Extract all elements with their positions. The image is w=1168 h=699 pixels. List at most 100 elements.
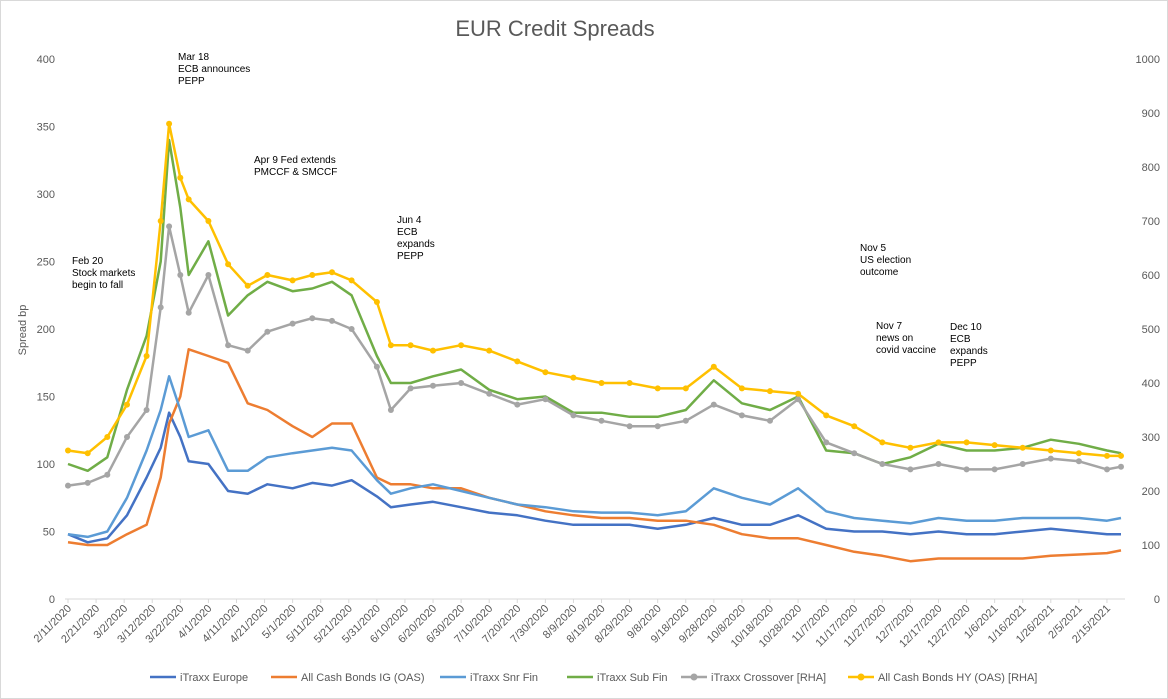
series-lines: [65, 120, 1124, 563]
y-tick-label: 200: [37, 324, 55, 336]
legend-label-3: iTraxx Sub Fin: [597, 672, 668, 684]
data-point-4: [570, 412, 577, 419]
y2-tick-label: 500: [1142, 324, 1160, 336]
data-point-5: [682, 385, 689, 392]
data-point-4: [373, 363, 380, 370]
y2-tick-label: 0: [1154, 594, 1160, 606]
data-point-4: [65, 482, 71, 489]
legend-label-4: iTraxx Crossover [RHA]: [711, 672, 826, 684]
y2-tick-label: 700: [1142, 216, 1160, 228]
data-point-5: [767, 388, 773, 395]
data-point-4: [329, 317, 335, 324]
data-point-5: [935, 439, 942, 446]
data-point-5: [157, 218, 164, 224]
data-point-5: [626, 380, 633, 386]
data-point-5: [1019, 444, 1026, 451]
data-point-5: [225, 261, 232, 268]
legend-marker-4: [690, 673, 698, 681]
data-point-5: [991, 442, 998, 449]
data-point-5: [84, 450, 91, 457]
data-point-4: [143, 407, 150, 413]
data-point-5: [348, 277, 355, 284]
data-point-5: [570, 374, 577, 381]
data-point-5: [514, 358, 521, 365]
series-line-2: [67, 375, 1122, 539]
y2-tick-label: 1000: [1136, 54, 1160, 66]
data-point-4: [879, 461, 886, 467]
y-tick-label: 400: [37, 54, 55, 66]
data-point-4: [767, 417, 773, 424]
data-point-4: [935, 461, 942, 467]
data-point-4: [991, 466, 998, 473]
data-point-4: [407, 385, 414, 392]
y2-tick-label: 400: [1142, 378, 1160, 390]
legend: iTraxx Europe All Cash Bonds IG (OAS) iTra…: [150, 672, 1037, 684]
annotations: Feb 20 Stock markets begin to fall Mar 18 EC…: [72, 52, 988, 369]
data-point-5: [244, 282, 251, 289]
series-line-4: [67, 225, 1122, 487]
data-point-4: [157, 304, 164, 311]
y-tick-label: 0: [49, 594, 55, 606]
data-point-4: [738, 412, 745, 419]
data-point-5: [430, 347, 436, 354]
data-point-4: [963, 466, 970, 473]
y-tick-label: 350: [37, 122, 55, 134]
data-point-4: [244, 347, 251, 354]
data-point-4: [710, 401, 717, 408]
data-point-4: [104, 471, 111, 478]
annotation-3: Jun 4 ECB expands PEPP: [397, 215, 435, 262]
data-point-4: [177, 272, 184, 278]
data-point-5: [329, 269, 335, 276]
data-point-4: [1075, 458, 1082, 465]
data-point-5: [407, 342, 414, 349]
annotation-2: Apr 9 Fed extends PMCCF & SMCCF: [254, 155, 337, 178]
data-point-5: [458, 342, 465, 349]
data-point-4: [1104, 466, 1110, 473]
data-point-5: [1104, 452, 1110, 459]
data-point-5: [185, 196, 192, 203]
data-point-5: [104, 434, 111, 440]
data-point-4: [1019, 461, 1026, 467]
data-point-4: [264, 328, 271, 335]
data-point-4: [430, 382, 436, 389]
y-tick-label: 300: [37, 189, 55, 201]
y-tick-label: 50: [43, 527, 55, 539]
data-point-5: [387, 342, 394, 349]
y2-tick-label: 200: [1142, 486, 1160, 498]
data-point-4: [795, 396, 802, 403]
legend-label-5: All Cash Bonds HY (OAS) [RHA]: [878, 672, 1037, 684]
data-point-4: [348, 326, 355, 332]
y2-tick-label: 300: [1142, 432, 1160, 444]
data-point-5: [851, 423, 858, 430]
data-point-4: [598, 417, 605, 424]
data-point-4: [907, 466, 914, 473]
data-point-5: [879, 439, 886, 446]
data-point-4: [225, 342, 232, 349]
annotation-0: Feb 20 Stock markets begin to fall: [72, 256, 135, 291]
data-point-4: [289, 320, 296, 327]
data-point-5: [907, 444, 914, 451]
data-point-5: [1047, 447, 1054, 454]
data-point-4: [514, 401, 521, 408]
axes: 0 50 100 150 200 250 300 350 400 0 100 200 300 400 500…: [32, 54, 1160, 650]
data-point-5: [124, 401, 130, 408]
y-tick-label: 150: [37, 392, 55, 404]
data-point-5: [289, 277, 296, 284]
data-point-5: [710, 363, 717, 370]
data-point-4: [205, 272, 212, 278]
series-line-0: [67, 411, 1121, 544]
data-point-4: [626, 423, 633, 430]
legend-label-1: All Cash Bonds IG (OAS): [301, 672, 425, 684]
data-point-5: [309, 272, 316, 278]
data-point-4: [682, 417, 689, 424]
chart-title: EUR Credit Spreads: [455, 16, 654, 41]
data-point-4: [823, 439, 830, 446]
data-point-5: [963, 439, 970, 446]
data-point-4: [1118, 463, 1124, 470]
data-point-4: [387, 407, 394, 413]
data-point-4: [124, 434, 130, 440]
series-line-5: [67, 122, 1121, 458]
data-point-5: [795, 390, 802, 397]
